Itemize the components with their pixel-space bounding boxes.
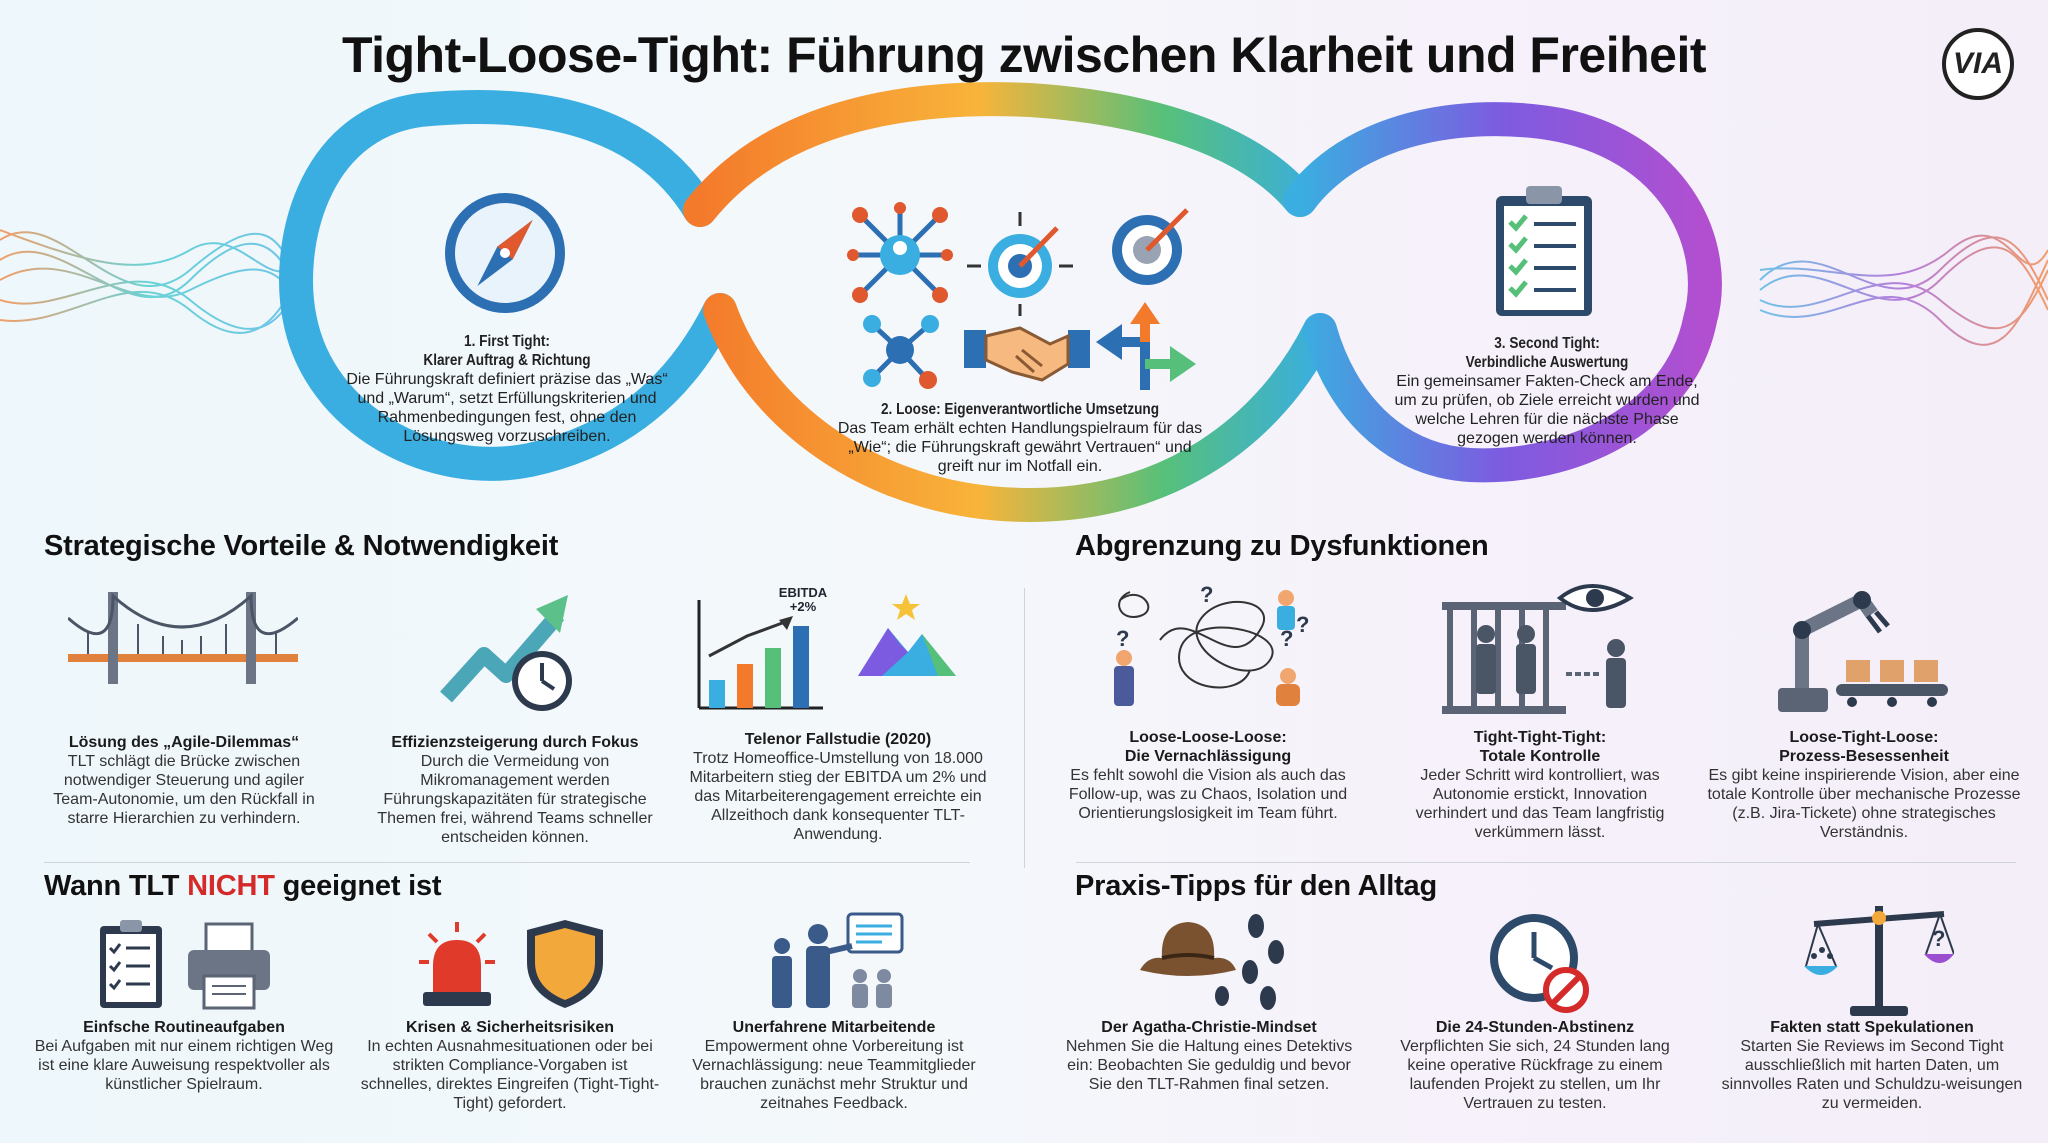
not-suitable-inexperienced-title: Unerfahrene Mitarbeitende bbox=[732, 1019, 936, 1036]
not-suitable-crisis-title: Krisen & Sicherheitsrisiken bbox=[405, 1019, 615, 1036]
svg-text:?: ? bbox=[1296, 612, 1309, 637]
via-logo: VIA bbox=[1942, 28, 2014, 100]
robot-arm-conveyor-icon bbox=[1772, 580, 1952, 725]
phase-first-tight: 1. First Tight: Klarer Auftrag & Richtun… bbox=[336, 332, 678, 446]
not-suitable-card-inexperienced: Unerfahrene Mitarbeitende Empowerment oh… bbox=[678, 1018, 990, 1113]
chaos-question-icon: ???? bbox=[1100, 580, 1320, 725]
team-network-icon bbox=[845, 200, 955, 315]
not-suitable-crisis-text: In echten Ausnahmesituationen oder bei s… bbox=[360, 1038, 660, 1112]
dysfunction-tight-title: Tight-Tight-Tight: bbox=[1473, 729, 1607, 746]
target-icon bbox=[1105, 200, 1195, 295]
phase-1-title-line2: Klarer Auftrag & Richtung bbox=[423, 352, 591, 369]
dysfunction-tight-text: Jeder Schritt wird kontrolliert, was Aut… bbox=[1415, 767, 1665, 841]
ebitda-chart-label: EBITDA +2% bbox=[770, 586, 836, 614]
benefit-efficiency-text: Durch die Vermeidung von Mikromanagement… bbox=[377, 753, 653, 846]
network-nodes-icon bbox=[860, 310, 940, 395]
not-suitable-heading-prefix: Wann TLT bbox=[44, 870, 188, 902]
wave-left bbox=[0, 229, 301, 334]
balance-scale-icon: ? bbox=[1804, 898, 1955, 1023]
clipboard-printer-icon bbox=[96, 918, 276, 1015]
phase-1-text: Die Führungskraft definiert präzise das … bbox=[346, 371, 668, 445]
clock-prohibited-icon bbox=[1486, 910, 1590, 1019]
not-suitable-routine-title: Einfsche Routineaufgaben bbox=[83, 1019, 285, 1036]
tips-heading: Praxis-Tipps für den Alltag bbox=[1075, 870, 1437, 902]
dysfunction-card-loose: Loose-Loose-Loose: Die Vernachlässigung … bbox=[1062, 728, 1354, 823]
dysfunction-loose-title: Loose-Loose-Loose: bbox=[1129, 729, 1287, 746]
not-suitable-inexperienced-text: Empowerment ohne Vorbereitung ist Vernac… bbox=[692, 1038, 976, 1112]
tlt-loop-graphic bbox=[0, 82, 2048, 523]
mountain-star-icon bbox=[858, 588, 958, 683]
dysfunction-process-text: Es gibt keine inspirierende Vision, aber… bbox=[1707, 767, 2021, 841]
phase-2-text: Das Team erhält echten Handlungspielraum… bbox=[837, 420, 1203, 475]
dysfunction-card-process: Loose-Tight-Loose: Prozess-Besessenheit … bbox=[1692, 728, 2036, 842]
dysfunction-loose-text: Es fehlt sowohl die Vision als auch das … bbox=[1068, 767, 1348, 822]
dysfunction-tight-subtitle: Totale Kontrolle bbox=[1479, 748, 1601, 765]
page-title: Tight-Loose-Tight: Führung zwischen Klar… bbox=[341, 27, 1707, 83]
svg-text:?: ? bbox=[1116, 626, 1129, 651]
benefit-card-telenor: Telenor Fallstudie (2020) Trotz Homeoffi… bbox=[688, 730, 988, 844]
tip-24h-text: Verpflichten Sie sich, 24 Stunden lang k… bbox=[1400, 1038, 1670, 1112]
tip-card-facts: Fakten statt Spekulationen Starten Sie R… bbox=[1712, 1018, 2032, 1113]
not-suitable-card-crisis: Krisen & Sicherheitsrisiken In echten Au… bbox=[360, 1018, 660, 1113]
tip-facts-text: Starten Sie Reviews im Second Tight auss… bbox=[1721, 1038, 2023, 1112]
dysfunction-loose-subtitle: Die Vernachlässigung bbox=[1124, 748, 1292, 765]
benefit-agile-title: Lösung des „Agile-Dilemmas“ bbox=[68, 734, 300, 751]
dysfunction-process-title: Loose-Tight-Loose: bbox=[1789, 729, 1939, 746]
benefit-telenor-title: Telenor Fallstudie (2020) bbox=[744, 731, 932, 748]
svg-text:?: ? bbox=[1200, 582, 1213, 607]
split-arrows-icon bbox=[1090, 302, 1200, 397]
benefit-telenor-text: Trotz Homeoffice-Umstellung von 18.000 M… bbox=[689, 750, 987, 843]
not-suitable-heading: Wann TLT NICHT geeignet ist bbox=[44, 870, 442, 903]
phase-1-title-line1: 1. First Tight: bbox=[464, 333, 550, 350]
cage-eye-icon bbox=[1440, 578, 1640, 723]
benefit-card-agile: Lösung des „Agile-Dilemmas“ TLT schlägt … bbox=[44, 733, 324, 828]
bar-chart-icon bbox=[695, 596, 825, 717]
wave-right bbox=[1759, 234, 2048, 346]
mentor-team-icon bbox=[766, 912, 906, 1017]
growth-arrow-clock-icon bbox=[440, 585, 580, 720]
tip-agatha-title: Der Agatha-Christie-Mindset bbox=[1101, 1019, 1317, 1036]
tip-card-agatha: Der Agatha-Christie-Mindset Nehmen Sie d… bbox=[1054, 1018, 1364, 1094]
phase-3-text: Ein gemeinsamer Fakten-Check am Ende, um… bbox=[1394, 373, 1700, 447]
phase-3-title-line2: Verbindliche Auswertung bbox=[1465, 354, 1629, 371]
phase-loose: 2. Loose: Eigenverantwortliche Umsetzung… bbox=[830, 400, 1210, 476]
not-suitable-card-routine: Einfsche Routineaufgaben Bei Aufgaben mi… bbox=[34, 1018, 334, 1094]
tip-facts-title: Fakten statt Spekulationen bbox=[1770, 1019, 1974, 1036]
loop-left-ring bbox=[279, 89, 737, 481]
not-suitable-heading-suffix: geeignet ist bbox=[274, 870, 442, 902]
dysfunctions-heading: Abgrenzung zu Dysfunktionen bbox=[1075, 530, 1489, 562]
handshake-icon bbox=[962, 300, 1092, 395]
svg-text:?: ? bbox=[1280, 626, 1293, 651]
detective-hat-footprints-icon bbox=[1138, 912, 1288, 1017]
ebitda-delta: +2% bbox=[789, 599, 817, 614]
right-row-divider bbox=[1076, 862, 2016, 863]
benefit-card-efficiency: Effizienzsteigerung durch Fokus Durch di… bbox=[370, 733, 660, 847]
phase-2-title: 2. Loose: Eigenverantwortliche Umsetzung bbox=[880, 401, 1160, 418]
dysfunction-process-subtitle: Prozess-Besessenheit bbox=[1779, 748, 1949, 765]
ebitda-label: EBITDA bbox=[778, 585, 828, 600]
left-row-divider bbox=[44, 862, 970, 863]
dysfunction-card-tight: Tight-Tight-Tight: Totale Kontrolle Jede… bbox=[1400, 728, 1680, 842]
target-arrows-icon bbox=[965, 208, 1075, 323]
siren-shield-icon bbox=[415, 918, 605, 1015]
phase-second-tight: 3. Second Tight: Verbindliche Auswertung… bbox=[1390, 334, 1704, 448]
tip-card-24h: Die 24-Stunden-Abstinenz Verpflichten Si… bbox=[1382, 1018, 1688, 1113]
compass-icon bbox=[440, 188, 570, 323]
svg-text:?: ? bbox=[1932, 926, 1945, 951]
phase-3-title-line1: 3. Second Tight: bbox=[1494, 335, 1600, 352]
loop-middle-ring bbox=[683, 82, 1337, 523]
benefit-agile-text: TLT schlägt die Brücke zwischen notwendi… bbox=[53, 753, 315, 827]
tip-agatha-text: Nehmen Sie die Haltung eines Detektivs e… bbox=[1065, 1038, 1353, 1093]
bridge-icon bbox=[67, 588, 299, 693]
not-suitable-routine-text: Bei Aufgaben mit nur einem richtigen Weg… bbox=[34, 1038, 334, 1093]
loop-right-ring bbox=[1283, 102, 1722, 483]
clipboard-check-icon bbox=[1490, 182, 1600, 327]
benefits-heading: Strategische Vorteile & Notwendigkeit bbox=[44, 530, 559, 562]
not-suitable-heading-accent: NICHT bbox=[187, 870, 275, 902]
tip-24h-title: Die 24-Stunden-Abstinenz bbox=[1435, 1019, 1635, 1036]
benefit-efficiency-title: Effizienzsteigerung durch Fokus bbox=[391, 734, 639, 751]
column-divider bbox=[1024, 588, 1025, 868]
